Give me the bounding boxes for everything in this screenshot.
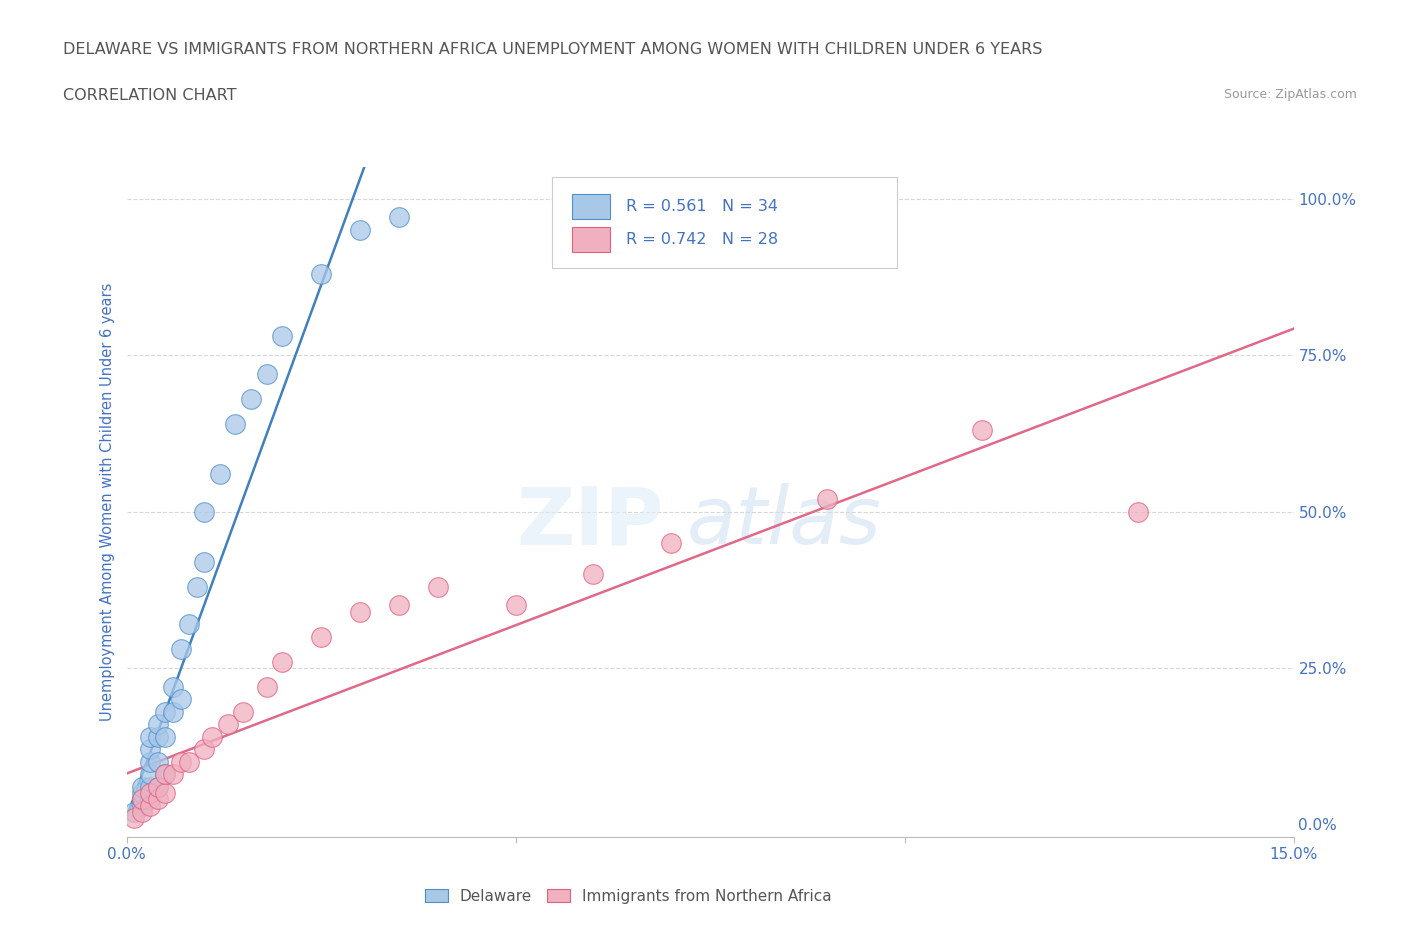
- Point: [146, 729, 169, 744]
- Text: DELAWARE VS IMMIGRANTS FROM NORTHERN AFRICA UNEMPLOYMENT AMONG WOMEN WITH CHILDR: DELAWARE VS IMMIGRANTS FROM NORTHERN AFR…: [63, 42, 1043, 57]
- Point: [659, 536, 682, 551]
- Point: [208, 467, 231, 482]
- Point: [131, 798, 153, 813]
- Point: [170, 692, 193, 707]
- Point: [224, 417, 246, 432]
- Point: [170, 642, 193, 657]
- Point: [155, 786, 177, 801]
- FancyBboxPatch shape: [553, 178, 897, 268]
- Text: ZIP: ZIP: [516, 484, 664, 562]
- Point: [139, 779, 162, 794]
- Point: [146, 717, 169, 732]
- Point: [155, 767, 177, 782]
- Point: [309, 266, 332, 281]
- Point: [131, 792, 153, 807]
- Point: [139, 767, 162, 782]
- Point: [162, 767, 184, 782]
- Point: [271, 329, 294, 344]
- Point: [139, 754, 162, 769]
- Point: [505, 598, 527, 613]
- Point: [240, 392, 263, 406]
- Point: [155, 767, 177, 782]
- Point: [349, 604, 371, 619]
- Point: [815, 492, 838, 507]
- Text: R = 0.561   N = 34: R = 0.561 N = 34: [626, 199, 778, 214]
- Text: CORRELATION CHART: CORRELATION CHART: [63, 88, 236, 103]
- Point: [232, 704, 254, 719]
- Point: [256, 366, 278, 381]
- Point: [124, 811, 146, 826]
- Point: [139, 786, 162, 801]
- Point: [201, 729, 224, 744]
- Text: R = 0.742   N = 28: R = 0.742 N = 28: [626, 232, 778, 247]
- Point: [582, 566, 605, 581]
- Point: [170, 754, 193, 769]
- Point: [388, 210, 411, 225]
- Point: [193, 554, 215, 569]
- Point: [388, 598, 411, 613]
- Bar: [572, 227, 610, 252]
- Point: [131, 779, 153, 794]
- Point: [146, 792, 169, 807]
- Point: [426, 579, 449, 594]
- Point: [131, 792, 153, 807]
- Text: Source: ZipAtlas.com: Source: ZipAtlas.com: [1223, 88, 1357, 101]
- Point: [309, 630, 332, 644]
- Point: [139, 792, 162, 807]
- Point: [1126, 504, 1149, 519]
- Point: [131, 786, 153, 801]
- Point: [162, 680, 184, 695]
- Point: [177, 617, 200, 631]
- Point: [139, 798, 162, 813]
- Point: [146, 779, 169, 794]
- Point: [139, 729, 162, 744]
- Point: [124, 804, 146, 819]
- Point: [131, 804, 153, 819]
- Point: [972, 423, 994, 438]
- Point: [217, 717, 239, 732]
- Y-axis label: Unemployment Among Women with Children Under 6 years: Unemployment Among Women with Children U…: [100, 283, 115, 722]
- Point: [193, 504, 215, 519]
- Legend: Delaware, Immigrants from Northern Africa: Delaware, Immigrants from Northern Afric…: [419, 883, 838, 910]
- Point: [186, 579, 208, 594]
- Bar: [572, 193, 610, 219]
- Point: [177, 754, 200, 769]
- Point: [271, 655, 294, 670]
- Point: [162, 704, 184, 719]
- Point: [139, 742, 162, 757]
- Point: [155, 729, 177, 744]
- Point: [193, 742, 215, 757]
- Point: [146, 754, 169, 769]
- Point: [146, 779, 169, 794]
- Point: [349, 222, 371, 237]
- Point: [256, 680, 278, 695]
- Text: atlas: atlas: [686, 484, 882, 562]
- Point: [155, 704, 177, 719]
